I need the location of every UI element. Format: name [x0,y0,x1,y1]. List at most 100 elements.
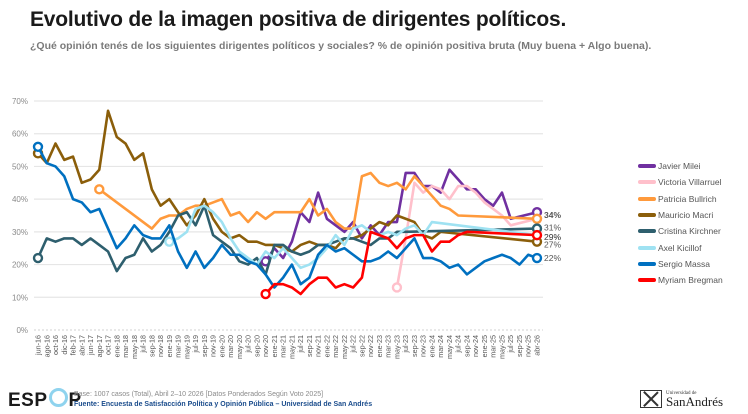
series-start-marker [260,288,271,300]
series-lines [32,109,543,300]
source-note: Fuente: Encuesta de Satisfacción Polític… [74,401,373,408]
x-tick-label: jul-19 [191,335,200,354]
x-tick-label: may-25 [497,335,506,359]
x-tick-label: ene-20 [217,335,226,357]
x-tick-label: nov-22 [366,335,375,357]
y-tick-label: 30% [12,228,28,237]
series-line [37,109,538,253]
legend-item: Myriam Bregman [638,272,723,288]
x-tick-label: sep-24 [462,335,471,357]
x-tick-label: jul-21 [296,335,305,354]
end-value-label: 31% [544,223,561,233]
x-tick-label: jul-25 [506,335,515,354]
series-end-marker [531,229,543,241]
legend-swatch [638,229,656,234]
legend-label: Axel Kicillof [658,242,702,253]
x-tick-label: mar-24 [436,335,445,358]
x-tick-label: ene-21 [270,335,279,357]
logo-o-ring-icon [48,388,68,407]
gridlines [34,100,543,331]
legend-swatch [638,180,656,185]
legend-label: Victoria Villarruel [658,177,722,188]
series-end-marker [531,252,543,264]
university-name: SanAndrés [666,393,724,409]
y-tick-label: 10% [12,293,28,302]
x-tick-label: feb-17 [69,335,78,355]
series-line [36,146,538,289]
x-tick-label: ago-16 [42,335,51,357]
y-tick-label: 0% [16,326,28,335]
series-sergio-massa [32,141,543,289]
y-axis: 0% 10% 20% 30% 40% 50% 60% 70% [12,97,28,335]
x-tick-label: sep-20 [252,335,261,357]
x-tick-label: ene-23 [375,335,384,357]
x-tick-label: oct-16 [51,335,60,355]
y-tick-label: 60% [12,130,28,139]
legend-label: Mauricio Macri [658,210,714,221]
legend-label: Sergio Massa [658,258,710,269]
x-tick-label: nov-19 [209,335,218,357]
x-tick-label: mar-21 [279,335,288,358]
series-start-marker [391,282,403,293]
legend-label: Javier Milei [658,161,701,172]
series-line [395,181,538,288]
x-tick-label: sep-18 [147,335,156,357]
series-end-marker [531,213,543,224]
end-value-label: 22% [544,253,561,263]
legend-item: Victoria Villarruel [638,174,723,190]
x-tick-label: may-19 [182,335,191,359]
line-chart: 0%10%20%30%40%50%60%70% jun-16 ago-16 oct-… [12,97,561,359]
legend-item: Patricia Bullrich [638,191,723,207]
espop-logo: ESP P [8,388,82,411]
legend-swatch [638,196,656,201]
x-tick-label: ene-25 [480,335,489,357]
x-tick-label: jul-23 [401,335,410,354]
series-start-marker [94,184,105,195]
x-tick-label: jul-18 [139,335,148,354]
x-tick-label: ago-17 [95,335,104,357]
legend-item: Sergio Massa [638,256,723,272]
series-start-marker [32,141,44,153]
x-tick-label: ene-24 [427,335,436,357]
x-tick-label: jun-17 [86,335,95,356]
x-tick-label: mar-19 [174,335,183,358]
legend-item: Cristina Kirchner [638,223,723,239]
crest-icon [640,390,662,408]
legend-swatch [638,261,656,266]
university-logo: Universidad de SanAndrés [640,390,723,408]
y-tick-label: 20% [12,261,28,270]
series-myriam-bregman [260,229,543,300]
end-value-label: 34% [544,210,561,220]
x-tick-label: sep-19 [200,335,209,357]
x-tick-label: mar-20 [226,335,235,358]
end-labels: 34%27%31%29%22%29% [544,210,561,263]
legend-item: Mauricio Macri [638,207,723,223]
x-tick-label: mar-18 [121,335,130,358]
x-tick-label: nov-21 [314,335,323,357]
x-tick-label: mar-25 [489,335,498,358]
end-value-label: 29% [544,232,561,242]
x-tick-label: may-23 [392,335,401,359]
series-start-marker [32,252,44,264]
x-tick-label: ene-18 [112,335,121,357]
series-start-marker [164,236,175,247]
base-note: Base: 1007 casos (Total), Abril 2–10 202… [74,391,324,398]
x-tick-label: mar-23 [384,335,393,358]
x-tick-label: may-24 [445,335,454,359]
series-line [36,204,538,276]
chart-title: Evolutivo de la imagen positiva de dirig… [30,8,567,31]
x-tick-label: jul-24 [454,335,463,354]
x-tick-label: may-22 [340,335,349,359]
x-tick-label: sep-25 [515,335,524,357]
legend-label: Cristina Kirchner [658,226,721,237]
legend-swatch [638,164,656,169]
legend-label: Patricia Bullrich [658,193,717,204]
legend-swatch [638,245,656,250]
series-line [264,230,538,296]
legend-label: Myriam Bregman [658,275,723,286]
chart-subtitle: ¿Qué opinión tenés de los siguientes dir… [30,40,652,52]
x-tick-label: oct-17 [104,335,113,355]
legend-swatch [638,278,656,283]
y-tick-label: 40% [12,195,28,204]
legend-item: Axel Kicillof [638,239,723,255]
